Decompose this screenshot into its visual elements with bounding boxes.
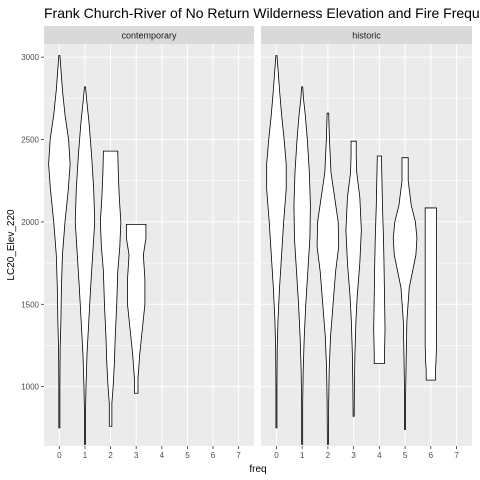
- x-tick-label: 0: [274, 451, 279, 460]
- x-tick-label: 1: [83, 451, 88, 460]
- facet-strip: [44, 26, 254, 44]
- violin-freq-0: [48, 55, 71, 429]
- x-axis-contemporary: 0 1 2 3 4 5 6 7: [57, 446, 241, 460]
- violin-freq-5: [392, 157, 418, 430]
- y-axis-title: LC20_Elev_220: [6, 209, 17, 281]
- x-axis-historic: 0 1 2 3 4 5 6 7: [274, 446, 459, 460]
- x-tick-label: 7: [454, 451, 459, 460]
- x-tick-label: 3: [351, 451, 356, 460]
- x-tick-label: 1: [300, 451, 305, 460]
- violin-freq-2: [316, 112, 340, 445]
- x-axis-title: freq: [249, 464, 266, 475]
- violin-freq-1: [293, 86, 311, 445]
- x-tick-label: 2: [326, 451, 331, 460]
- x-tick-label: 3: [134, 451, 139, 460]
- panel-background: [44, 44, 254, 446]
- x-tick-label: 6: [429, 451, 434, 460]
- facet-strip-label: contemporary: [121, 31, 177, 41]
- violin-freq-3: [126, 224, 147, 394]
- x-tick-label: 5: [185, 451, 190, 460]
- x-tick-label: 5: [403, 451, 408, 460]
- violin-freq-1: [74, 86, 96, 445]
- x-tick-label: 7: [236, 451, 241, 460]
- violin-freq-3: [345, 140, 362, 417]
- y-tick-label: 2000: [21, 218, 39, 227]
- violin-freq-6: [424, 207, 437, 381]
- x-tick-label: 6: [211, 451, 216, 460]
- y-tick-label: 2500: [21, 136, 39, 145]
- facet-panels: contemporary historic: [44, 26, 472, 446]
- x-tick-label: 4: [377, 451, 382, 460]
- facet-panel-historic: historic: [261, 26, 472, 446]
- y-axis: 1000 1500 2000 2500 3000: [21, 53, 44, 392]
- x-tick-label: 4: [160, 451, 165, 460]
- y-tick-label: 1500: [21, 300, 39, 309]
- violin-freq-0: [266, 55, 287, 429]
- facet-strip-label: historic: [352, 31, 381, 41]
- chart-title: Frank Church-River of No Return Wilderne…: [44, 5, 480, 21]
- violin-freq-4: [373, 155, 386, 365]
- y-tick-label: 3000: [21, 53, 39, 62]
- panel-background: [261, 44, 472, 446]
- x-tick-label: 2: [108, 451, 113, 460]
- facet-strip: [261, 26, 472, 44]
- x-tick-label: 0: [57, 451, 62, 460]
- facet-panel-contemporary: contemporary: [44, 26, 254, 446]
- y-tick-label: 1000: [21, 383, 39, 392]
- violin-freq-2: [99, 150, 122, 427]
- x-axes: 0 1 2 3 4 5 6 7 0 1 2 3 4 5 6 7: [57, 446, 459, 460]
